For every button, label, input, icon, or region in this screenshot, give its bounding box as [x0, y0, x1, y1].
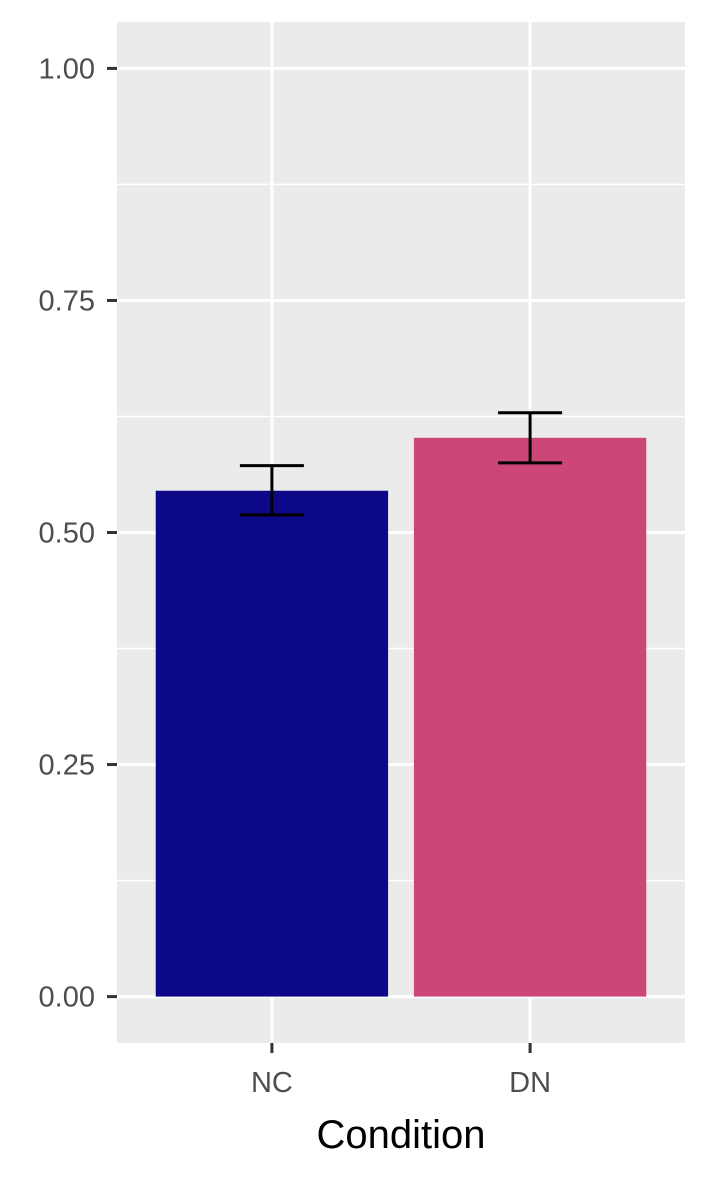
x-tick-label: DN [509, 1067, 551, 1099]
x-axis: NC DN [251, 1043, 551, 1099]
y-tick-label: 1.00 [39, 53, 95, 85]
bar-nc [155, 490, 389, 997]
y-tick-label: 0.75 [39, 285, 95, 317]
y-axis: 0.00 0.25 0.50 0.75 1.00 [39, 53, 117, 1014]
x-tick-label: NC [251, 1067, 293, 1099]
bar-dn [413, 437, 647, 997]
bars [155, 437, 647, 997]
y-tick-label: 0.25 [39, 750, 95, 782]
x-axis-title: Condition [316, 1113, 485, 1157]
y-tick-label: 0.00 [39, 982, 95, 1014]
error-bars [239, 411, 563, 517]
y-tick-label: 0.50 [39, 518, 95, 550]
